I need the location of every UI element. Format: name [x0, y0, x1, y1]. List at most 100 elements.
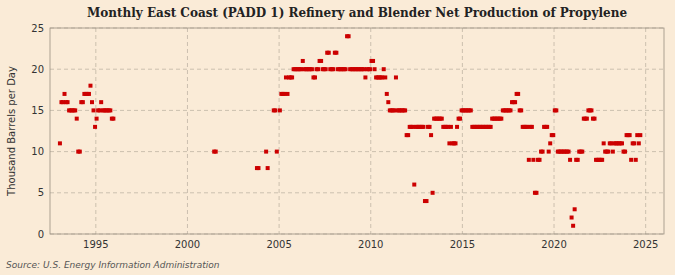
point	[324, 67, 328, 71]
point	[347, 34, 351, 38]
x-grid-line	[279, 28, 280, 234]
point	[637, 141, 641, 145]
y-tick-label: 0	[38, 229, 44, 240]
point	[489, 125, 493, 129]
point	[99, 100, 103, 104]
point	[319, 59, 323, 63]
point	[593, 117, 597, 121]
x-grid-line	[645, 28, 646, 234]
x-grid-line	[370, 28, 371, 234]
point	[92, 108, 96, 112]
x-tick-label: 2025	[633, 239, 658, 250]
point	[316, 67, 320, 71]
point	[576, 158, 580, 162]
point	[66, 100, 70, 104]
point	[264, 150, 268, 154]
point	[81, 100, 85, 104]
point	[394, 75, 398, 79]
point	[469, 108, 473, 112]
point	[327, 51, 331, 55]
plot-frame	[50, 28, 664, 234]
point	[606, 150, 610, 154]
point	[429, 133, 433, 137]
point	[87, 92, 91, 96]
x-grid-line	[462, 28, 463, 234]
point	[634, 158, 638, 162]
point	[421, 125, 425, 129]
point	[278, 108, 282, 112]
x-grid-line	[554, 28, 555, 234]
point	[78, 150, 82, 154]
point	[403, 108, 407, 112]
point	[368, 67, 372, 71]
point	[545, 125, 549, 129]
point	[385, 92, 389, 96]
point	[214, 150, 218, 154]
point	[623, 150, 627, 154]
point	[93, 125, 97, 129]
point	[547, 150, 551, 154]
point	[541, 150, 545, 154]
point	[455, 125, 459, 129]
point	[499, 117, 503, 121]
point	[382, 67, 386, 71]
point	[551, 133, 555, 137]
point	[95, 117, 99, 121]
point	[373, 67, 377, 71]
point	[363, 75, 367, 79]
point	[73, 108, 77, 112]
point	[383, 75, 387, 79]
x-tick-label: 2000	[175, 239, 200, 250]
point	[256, 166, 260, 170]
y-grid-line	[50, 110, 664, 111]
source-note: Source: U.S. Energy Information Administ…	[6, 260, 220, 270]
y-grid-line	[50, 151, 664, 152]
point	[310, 67, 314, 71]
x-grid-line	[187, 28, 188, 234]
point	[88, 84, 92, 88]
point	[273, 108, 277, 112]
tick-labels: 05101520251995200020052010201520202025	[31, 23, 658, 251]
point	[412, 183, 416, 187]
y-tick-label: 10	[31, 146, 44, 157]
point	[111, 117, 115, 121]
point	[63, 92, 67, 96]
point	[527, 158, 531, 162]
point	[449, 125, 453, 129]
background	[0, 0, 675, 275]
point	[90, 100, 94, 104]
point	[531, 158, 535, 162]
point	[632, 141, 636, 145]
point	[371, 59, 375, 63]
point	[331, 67, 335, 71]
x-tick-label: 2015	[450, 239, 475, 250]
point	[454, 141, 458, 145]
grid	[50, 28, 664, 234]
point	[344, 67, 348, 71]
point	[275, 150, 279, 154]
chart-container: 05101520251995200020052010201520202025Mo…	[0, 0, 675, 275]
title: Monthly East Coast (PADD 1) Refinery and…	[87, 6, 627, 20]
point	[58, 141, 62, 145]
point	[458, 117, 462, 121]
y-axis-label: Thousand Barrels per Day	[6, 66, 17, 197]
point	[509, 108, 513, 112]
y-tick-label: 25	[31, 23, 44, 34]
point	[519, 108, 523, 112]
point	[286, 92, 290, 96]
point	[638, 133, 642, 137]
point	[573, 207, 577, 211]
point	[567, 150, 571, 154]
point	[548, 141, 552, 145]
point	[554, 108, 558, 112]
point	[513, 100, 517, 104]
y-tick-label: 20	[31, 64, 44, 75]
point	[589, 108, 593, 112]
point	[585, 117, 589, 121]
point	[570, 216, 574, 220]
point	[334, 51, 338, 55]
point	[440, 117, 444, 121]
point	[534, 191, 538, 195]
point	[266, 166, 270, 170]
point	[571, 224, 575, 228]
